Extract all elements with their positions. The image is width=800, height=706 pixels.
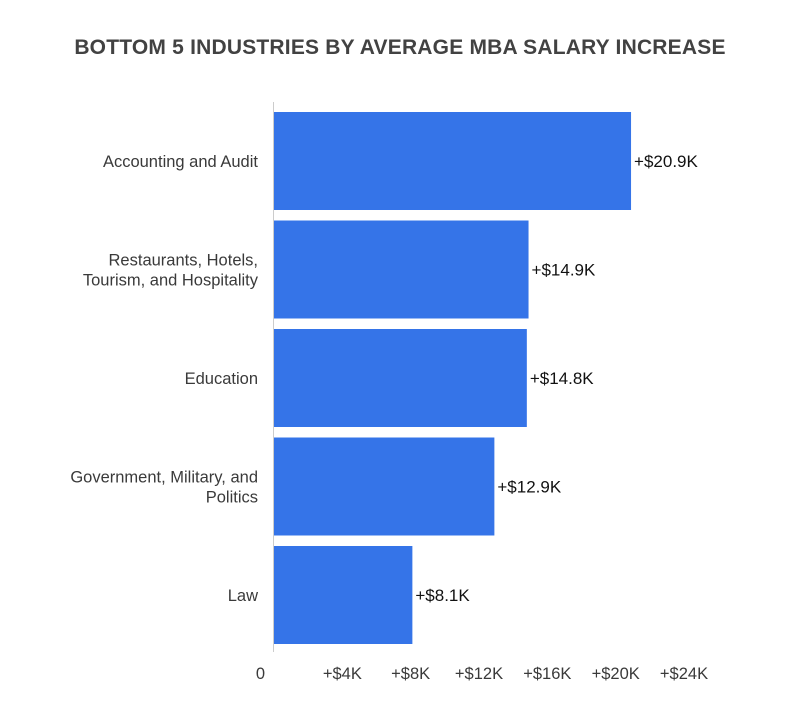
bar [274, 437, 495, 536]
chart-title: BOTTOM 5 INDUSTRIES BY AVERAGE MBA SALAR… [74, 36, 726, 59]
x-tick-label: +$8K [391, 665, 430, 683]
x-tick-labels-group: 0 +$4K +$8K +$12K +$16K +$20K +$24K [256, 665, 708, 683]
data-label: +$14.8K [530, 369, 594, 388]
category-label: Accounting and Audit [103, 153, 258, 171]
category-label: Government, Military, and Politics [70, 469, 258, 507]
data-labels-group: +$20.9K +$14.9K +$14.8K +$12.9K +$8.1K [415, 152, 698, 605]
category-label: Restaurants, Hotels, Tourism, and Hospita… [83, 252, 259, 290]
x-tick-label: +$20K [592, 665, 640, 683]
bar [274, 112, 632, 210]
data-label: +$12.9K [497, 478, 561, 497]
x-tick-label: +$24K [660, 665, 708, 683]
data-label: +$20.9K [634, 152, 698, 171]
category-labels-group: Accounting and Audit Restaurants, Hotels,… [70, 153, 258, 605]
data-label: +$8.1K [415, 586, 470, 605]
bars-group [274, 112, 632, 644]
bar [274, 220, 529, 319]
bar [274, 329, 527, 427]
category-label: Law [228, 587, 258, 605]
x-tick-label: 0 [256, 665, 265, 683]
x-tick-label: +$4K [323, 665, 362, 683]
bar [274, 546, 413, 644]
data-label: +$14.9K [532, 261, 596, 280]
x-tick-label: +$16K [523, 665, 571, 683]
category-label: Education [185, 370, 258, 388]
x-tick-label: +$12K [455, 665, 503, 683]
